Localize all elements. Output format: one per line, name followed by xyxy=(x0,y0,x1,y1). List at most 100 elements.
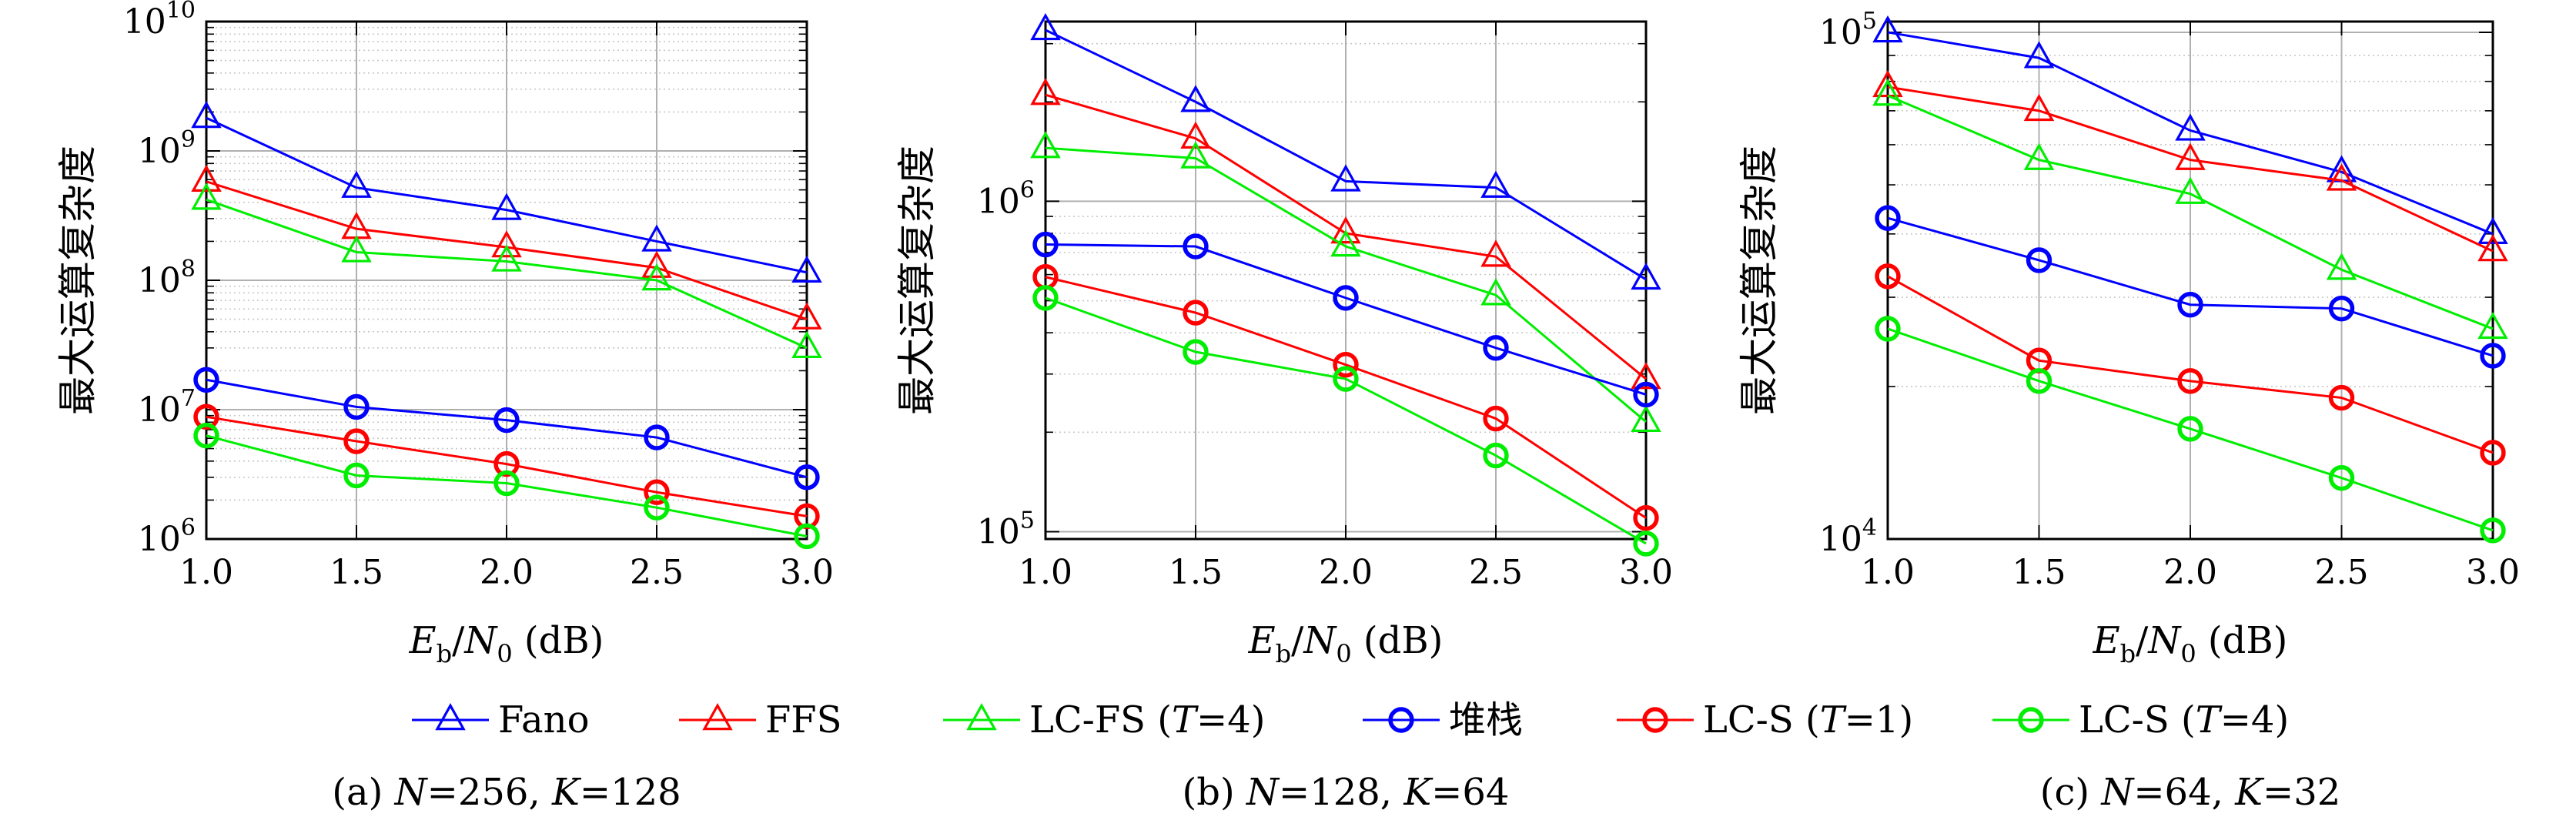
x-tick-label: 2.0 xyxy=(1319,553,1373,592)
series-line xyxy=(1887,85,2494,253)
data-point xyxy=(343,462,370,489)
data-point xyxy=(1633,531,1659,557)
series-line xyxy=(206,378,808,479)
data-point xyxy=(1872,79,1903,106)
y-tick-label: 105 xyxy=(1819,8,1877,52)
series-line xyxy=(1887,94,2494,330)
legend: Fano FFS LC-FS (T=4) 堆栈 LC-S (T=1) LC-S (T=4) xyxy=(412,698,2289,742)
data-point xyxy=(1633,381,1659,408)
data-point xyxy=(1032,231,1059,258)
x-tick-label: 1.5 xyxy=(1169,553,1223,592)
series-line xyxy=(1887,275,2494,454)
data-point xyxy=(1633,504,1659,531)
data-point xyxy=(1480,239,1511,267)
data-point xyxy=(2023,41,2055,69)
legend-item: LC-S (T=4) xyxy=(1992,698,2289,742)
data-point xyxy=(1183,233,1209,259)
panel-caption: (b) N=128, K=64 xyxy=(1183,771,1510,814)
data-point xyxy=(791,255,822,283)
data-point xyxy=(2328,295,2355,322)
data-point xyxy=(791,302,822,330)
data-point xyxy=(1333,366,1359,392)
data-point xyxy=(1631,262,1661,290)
data-point xyxy=(493,407,520,434)
panel-caption: (c) N=64, K=32 xyxy=(2040,771,2341,814)
data-point xyxy=(491,230,522,258)
x-tick-label: 2.5 xyxy=(1469,553,1523,592)
data-point xyxy=(644,424,670,450)
data-point xyxy=(1333,352,1359,378)
data-point xyxy=(191,164,222,192)
data-point xyxy=(1032,285,1059,311)
x-axis-label: Eb/N0 (dB) xyxy=(409,619,604,668)
data-point xyxy=(493,450,520,477)
data-point xyxy=(644,479,670,505)
x-tick-label: 2.5 xyxy=(2315,553,2369,592)
legend-item: LC-S (T=1) xyxy=(1617,698,1913,742)
x-tick-label: 1.5 xyxy=(330,553,383,592)
y-tick-label: 109 xyxy=(138,126,196,171)
legend-marker xyxy=(1642,707,1668,733)
series-line xyxy=(206,415,808,517)
legend-label: 堆栈 xyxy=(1449,698,1523,742)
data-point xyxy=(1872,15,1903,43)
y-tick-label: 104 xyxy=(1819,514,1877,559)
data-point xyxy=(2175,113,2206,141)
legend-marker xyxy=(2018,707,2044,733)
data-point xyxy=(1330,164,1361,192)
series-line xyxy=(206,116,808,274)
data-point xyxy=(341,170,372,198)
data-point xyxy=(1875,316,1901,342)
data-point xyxy=(1030,131,1061,159)
series-line xyxy=(1045,146,1647,423)
legend-marker xyxy=(1388,707,1414,733)
data-point xyxy=(2026,368,2052,394)
x-tick-label: 1.0 xyxy=(1019,553,1072,592)
data-point xyxy=(1330,229,1361,257)
data-point xyxy=(2177,416,2203,442)
legend-item: Fano xyxy=(412,698,589,742)
x-tick-label: 2.0 xyxy=(2163,553,2217,592)
y-tick-label: 108 xyxy=(138,256,196,300)
data-point xyxy=(2175,142,2206,170)
data-point xyxy=(343,393,370,420)
data-point xyxy=(2328,384,2355,411)
legend-label: Fano xyxy=(498,698,589,742)
legend-item: 堆栈 xyxy=(1363,698,1523,742)
data-point xyxy=(644,494,670,521)
legend-marker xyxy=(702,703,733,731)
plot-frame xyxy=(1886,20,2494,541)
legend-label: LC-S (T=4) xyxy=(2079,698,2289,742)
x-tick-label: 3.0 xyxy=(2466,553,2520,592)
legend-item: FFS xyxy=(679,698,842,742)
data-point xyxy=(1333,285,1359,311)
data-point xyxy=(2477,311,2508,340)
plot-frame xyxy=(1044,20,1648,541)
legend-marker xyxy=(435,703,466,731)
data-point xyxy=(343,428,370,454)
x-axis-label: Eb/N0 (dB) xyxy=(1248,619,1444,668)
y-axis-label: 最大运算复杂度 xyxy=(1737,146,1781,415)
y-tick-label: 107 xyxy=(138,385,196,430)
data-point xyxy=(2480,343,2506,369)
data-point xyxy=(491,244,522,272)
y-tick-label: 106 xyxy=(138,514,196,559)
series-line xyxy=(1887,31,2494,236)
x-tick-label: 3.0 xyxy=(1619,553,1673,592)
series-line xyxy=(1045,276,1647,519)
panel-caption: (a) N=256, K=128 xyxy=(332,771,681,814)
y-axis-label: 最大运算复杂度 xyxy=(55,146,100,415)
data-point xyxy=(1483,442,1509,469)
data-point xyxy=(1483,405,1509,432)
x-tick-label: 1.0 xyxy=(1861,553,1915,592)
data-point xyxy=(1030,12,1061,41)
x-tick-label: 3.0 xyxy=(780,553,834,592)
legend-label: FFS xyxy=(765,698,842,742)
data-point xyxy=(1183,300,1209,326)
data-point xyxy=(2480,517,2506,544)
data-point xyxy=(2177,292,2203,318)
y-tick-label: 105 xyxy=(977,507,1035,551)
data-point xyxy=(641,263,672,291)
x-tick-label: 1.5 xyxy=(2012,553,2066,592)
series-line xyxy=(206,434,808,537)
